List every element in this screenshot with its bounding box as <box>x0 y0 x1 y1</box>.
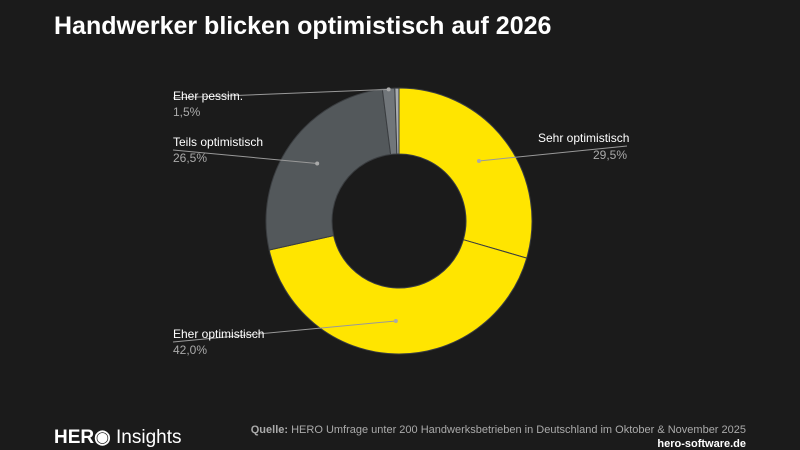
label-sehr: Sehr optimistisch <box>538 131 630 145</box>
leader-dot <box>393 318 398 323</box>
chart-title: Handwerker blicken optimistisch auf 2026 <box>54 12 552 40</box>
value-teils: 26,5% <box>173 151 208 165</box>
leader-line <box>478 145 628 162</box>
value-eher-pessim: 1,5% <box>173 105 201 119</box>
hero-insights-logo: HER◉ Insights <box>54 427 182 448</box>
slice-teils-optimistisch <box>265 88 392 251</box>
label-teils: Teils optimistisch <box>173 135 264 149</box>
slice-other <box>394 87 400 155</box>
value-sehr: 29,5% <box>592 148 627 162</box>
slice-eher-optimistisch <box>268 235 528 355</box>
leader-dot <box>315 161 320 166</box>
leader-line <box>172 149 318 164</box>
leader-dot <box>476 158 481 163</box>
leader-dot <box>386 87 391 92</box>
leader-line <box>172 88 389 99</box>
slice-sehr-optimistisch <box>398 87 533 259</box>
website-link[interactable]: hero-software.de <box>657 438 746 450</box>
source-note: Quelle: HERO Umfrage unter 200 Handwerks… <box>250 424 746 436</box>
label-eher-pessim: Eher pessim. <box>173 89 244 103</box>
leader-line <box>172 320 396 343</box>
label-eher-opt: Eher optimistisch <box>173 327 265 341</box>
value-eher-opt: 42,0% <box>173 343 208 357</box>
